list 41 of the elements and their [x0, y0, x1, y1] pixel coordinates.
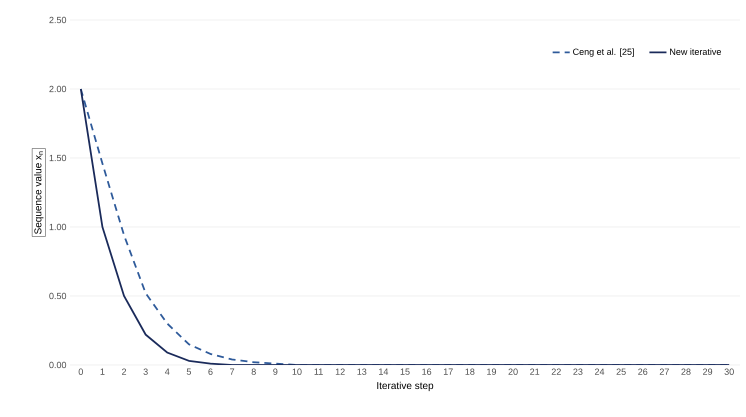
x-tick-label: 2	[122, 368, 126, 375]
x-tick-label: 3	[143, 368, 148, 375]
y-tick-label: 0.50	[49, 292, 66, 300]
x-tick-label: 17	[444, 368, 453, 375]
x-tick-label: 6	[208, 368, 213, 375]
x-tick-label: 13	[357, 368, 366, 375]
x-tick-label: 22	[552, 368, 561, 375]
x-tick-label: 20	[508, 368, 518, 375]
x-tick-label: 10	[292, 368, 302, 375]
x-tick-label: 25	[616, 368, 626, 375]
x-tick-label: 12	[336, 368, 345, 375]
legend-label: New iterative	[670, 48, 721, 55]
x-tick-label: 16	[422, 368, 432, 375]
x-tick-label: 15	[400, 368, 410, 375]
x-tick-label: 29	[703, 368, 712, 375]
x-tick-label: 11	[314, 368, 323, 375]
x-tick-label: 24	[594, 368, 604, 375]
x-tick-label: 1	[100, 368, 104, 375]
y-tick-label: 1.00	[50, 224, 66, 230]
x-tick-label: 18	[466, 368, 474, 375]
x-tick-label: 5	[186, 368, 192, 375]
y-axis-title: Sequence value x$_{n}$	[34, 152, 44, 234]
x-tick-label: 4	[164, 368, 170, 375]
x-tick-label: 21	[530, 368, 540, 375]
y-tick-label: 0.00	[49, 362, 66, 368]
x-tick-label: 28	[681, 368, 691, 375]
x-axis-title: Iterative step	[377, 382, 434, 392]
legend-label: Ceng et al. [25]	[573, 48, 634, 57]
x-tick-label: 27	[660, 368, 669, 375]
y-tick-label: 2.50	[49, 16, 66, 24]
x-tick-label: 30	[724, 368, 734, 375]
x-tick-label: 26	[638, 368, 648, 375]
x-tick-label: 0	[78, 368, 83, 375]
x-tick-label: 9	[273, 368, 278, 375]
x-tick-label: 8	[252, 368, 256, 375]
x-tick-label: 23	[573, 368, 583, 375]
x-tick-label: 19	[487, 368, 496, 375]
x-tick-label: 14	[379, 368, 388, 375]
y-tick-label: 2.00	[49, 86, 66, 92]
y-tick-label: 1.50	[50, 154, 66, 162]
x-tick-label: 7	[230, 368, 234, 375]
